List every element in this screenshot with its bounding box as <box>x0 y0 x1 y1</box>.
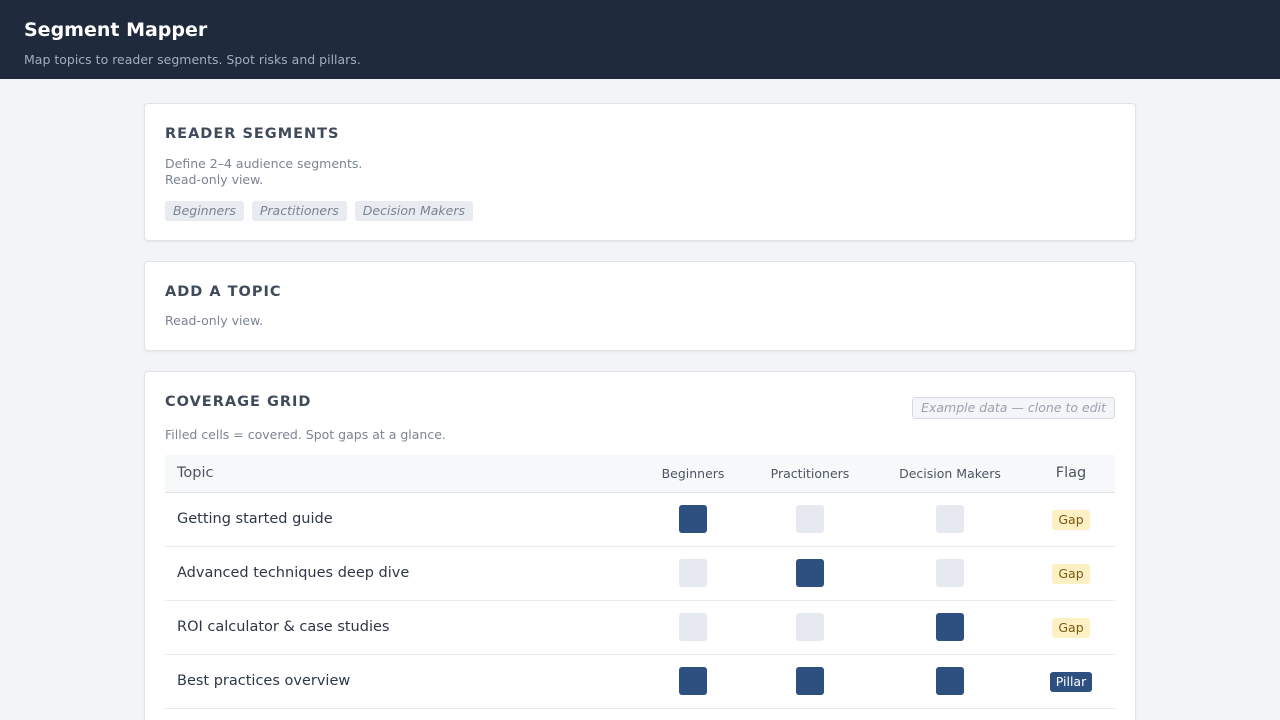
column-header-flag: Flag <box>1027 455 1115 493</box>
coverage-cell[interactable] <box>936 505 964 533</box>
flag-badge: Pillar <box>1049 671 1093 692</box>
coverage-grid-title: COVERAGE GRID <box>165 394 312 410</box>
app-title: Segment Mapper <box>24 19 208 41</box>
topic-name: ROI calculator & case studies <box>165 600 639 655</box>
topic-name: Getting started guide <box>165 492 639 547</box>
segments-help-line: Define 2–4 audience segments. <box>165 156 363 171</box>
flag-badge: Gap <box>1052 617 1090 638</box>
table-header-row: Topic Beginners Practitioners Decision M… <box>165 455 1115 493</box>
example-data-badge: Example data — clone to edit <box>912 397 1115 419</box>
table-row: Getting started guide Gap <box>165 492 1115 547</box>
column-header-topic: Topic <box>165 455 639 493</box>
coverage-cell[interactable] <box>796 505 824 533</box>
segment-chip-decision-makers: Decision Makers <box>354 201 473 221</box>
add-topic-title: ADD A TOPIC <box>165 284 282 300</box>
topic-name: Advanced techniques deep dive <box>165 546 639 601</box>
coverage-grid-help: Filled cells = covered. Spot gaps at a g… <box>165 427 446 442</box>
flag-badge: Gap <box>1052 563 1090 584</box>
coverage-cell[interactable] <box>936 667 964 695</box>
segment-chip-list: Beginners Practitioners Decision Makers <box>165 201 1115 221</box>
coverage-cell[interactable] <box>796 559 824 587</box>
coverage-table: Topic Beginners Practitioners Decision M… <box>165 455 1115 709</box>
reader-segments-card: READER SEGMENTS Define 2–4 audience segm… <box>144 103 1136 241</box>
coverage-cell[interactable] <box>796 613 824 641</box>
coverage-cell[interactable] <box>679 613 707 641</box>
app-header: Segment Mapper Map topics to reader segm… <box>0 0 1280 79</box>
app-subtitle: Map topics to reader segments. Spot risk… <box>24 52 361 67</box>
read-only-note: Read-only view. <box>165 172 264 187</box>
coverage-grid-card: COVERAGE GRID Example data — clone to ed… <box>144 371 1136 720</box>
coverage-cell[interactable] <box>679 559 707 587</box>
segments-help: Define 2–4 audience segments. Read-only … <box>165 156 1115 188</box>
column-header-beginners: Beginners <box>639 455 747 493</box>
reader-segments-title: READER SEGMENTS <box>165 126 340 142</box>
topic-name: Best practices overview <box>165 654 639 709</box>
coverage-cell[interactable] <box>679 505 707 533</box>
column-header-decision-makers: Decision Makers <box>873 455 1027 493</box>
table-row: ROI calculator & case studies Gap <box>165 600 1115 655</box>
segment-chip-beginners: Beginners <box>165 201 244 221</box>
segment-chip-practitioners: Practitioners <box>251 201 347 221</box>
coverage-cell[interactable] <box>936 559 964 587</box>
main-content: READER SEGMENTS Define 2–4 audience segm… <box>144 103 1136 720</box>
table-row: Best practices overview Pillar <box>165 654 1115 709</box>
read-only-note: Read-only view. <box>165 313 264 328</box>
add-topic-card: ADD A TOPIC Read-only view. <box>144 261 1136 351</box>
table-row: Advanced techniques deep dive Gap <box>165 546 1115 601</box>
coverage-cell[interactable] <box>936 613 964 641</box>
flag-badge: Gap <box>1052 509 1090 530</box>
coverage-cell[interactable] <box>796 667 824 695</box>
coverage-cell[interactable] <box>679 667 707 695</box>
column-header-practitioners: Practitioners <box>747 455 873 493</box>
